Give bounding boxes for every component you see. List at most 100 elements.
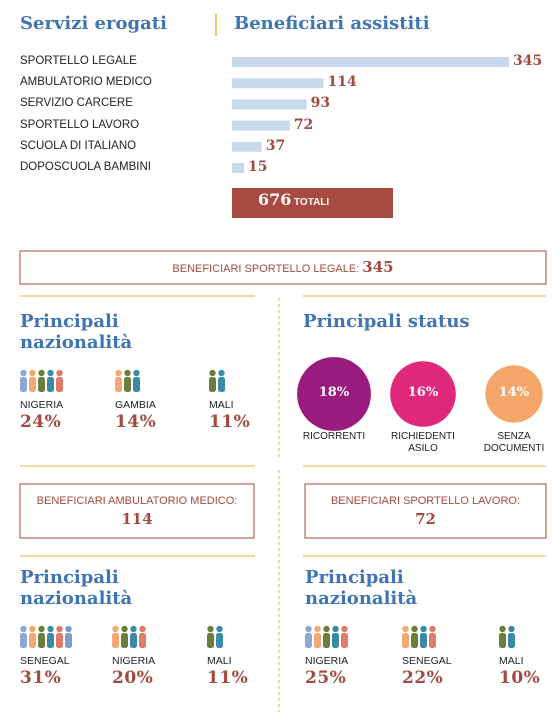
status-circle [297,357,371,431]
person-icon [429,633,436,648]
country-share: 20% [112,668,154,688]
person-icon [314,625,321,633]
chart-title: Servizi erogati [20,13,167,34]
country-name: NIGERIA [112,655,156,667]
person-icon [124,369,131,377]
person-icon [305,633,312,648]
value-label: 345 [513,53,543,69]
status-value: 14% [498,385,530,400]
country-share: 31% [20,668,62,688]
status-name: SENZA DOCUMENTI [483,431,545,454]
person-icon [47,369,54,377]
person-icon [209,377,216,392]
person-icon [323,633,330,648]
person-icon [323,625,330,633]
person-icon [56,625,63,633]
total-value: 676 [258,190,292,209]
person-icon [115,377,122,392]
person-icon [209,369,216,377]
bar [232,141,262,152]
person-icon [29,377,36,392]
country-name: MALI [499,655,524,667]
person-icon [124,377,131,392]
bar [232,99,307,110]
country-share: 14% [115,412,157,432]
person-icon [508,633,515,648]
status-value: 16% [407,385,439,400]
person-icon [38,633,45,648]
person-icon [133,377,140,392]
person-icon [20,633,27,648]
person-icon [216,633,223,648]
category-label: SERVIZIO CARCERE [20,97,133,110]
person-icon [499,633,506,648]
value-label: 37 [265,137,286,154]
status-value: 18% [318,385,350,400]
person-icon [218,369,225,377]
person-icon [314,633,321,648]
person-icon [402,633,409,648]
person-icon [207,633,214,648]
person-icon [112,625,119,633]
bar [232,163,245,173]
person-icon [47,377,54,392]
person-icon [56,369,63,377]
value-label: 15 [248,159,268,175]
country-name: MALI [209,399,234,411]
person-icon [121,633,128,648]
person-icon [420,625,427,633]
person-icon [429,625,436,633]
country-name: SENEGAL [20,655,70,667]
person-icon [420,633,427,648]
country-share: 11% [209,412,251,432]
person-icon [499,625,506,633]
country-share: 24% [20,412,62,432]
box-line: BENEFICIARI SPORTELLO LEGALE: 345 [20,258,546,277]
person-icon [332,633,339,648]
person-icon [332,625,339,633]
country-name: SENEGAL [402,655,452,667]
section-title: Principali nazionalità [305,567,418,609]
value-label: 114 [327,74,357,91]
person-icon [207,625,214,633]
person-icon [29,633,36,648]
bar [232,78,324,89]
category-label: SCUOLA DI ITALIANO [20,139,137,152]
category-label: AMBULATORIO MEDICO [20,76,152,89]
box-label: BENEFICIARI SPORTELLO LAVORO: [330,495,521,507]
person-icon [508,625,515,633]
status-circle [485,365,543,423]
box-value: 345 [362,258,394,276]
person-icon [38,625,45,633]
person-icon [29,625,36,633]
person-icon [38,369,45,377]
person-icon [411,633,418,648]
section-title: Principali nazionalità [20,567,133,609]
person-icon [115,369,122,377]
person-icon [130,633,137,648]
box-label: BENEFICIARI SPORTELLO LEGALE: [172,263,360,275]
person-icon [20,625,27,633]
person-icon [56,633,63,648]
person-icon [341,633,348,648]
person-icon [411,625,418,633]
category-label: SPORTELLO LAVORO [20,118,140,131]
country-name: GAMBIA [115,399,156,411]
person-icon [218,377,225,392]
total-box [232,188,393,218]
person-icon [47,633,54,648]
person-icon [305,625,312,633]
country-share: 11% [207,668,249,688]
person-icon [133,369,140,377]
bar [232,120,290,131]
country-share: 22% [402,668,444,688]
person-icon [139,625,146,633]
person-icon [139,633,146,648]
section-title: Principali status [303,311,470,332]
person-icon [121,625,128,633]
legal-box [19,250,547,285]
value-label: 93 [310,95,331,112]
person-icon [130,625,137,633]
status-name: RICHIEDENTI ASILO [391,431,455,454]
